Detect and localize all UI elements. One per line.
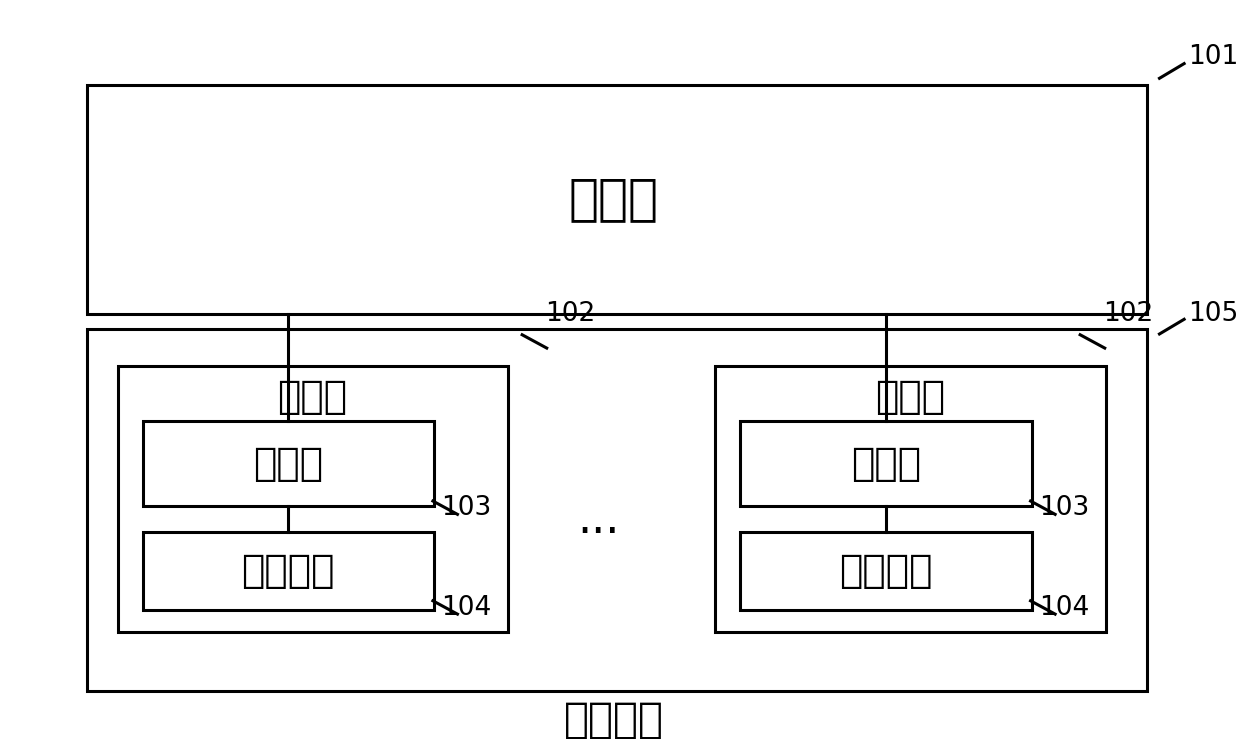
Bar [740,532,1032,610]
Text: ...: ... [578,500,620,542]
Text: 手术灯: 手术灯 [278,378,347,416]
Text: 处理器: 处理器 [569,176,658,223]
Text: 104: 104 [441,595,492,621]
Bar [715,366,1106,632]
Text: 光学器件: 光学器件 [839,552,932,590]
Text: 控制器: 控制器 [851,445,921,483]
Text: 103: 103 [441,495,492,521]
Text: 光学器件: 光学器件 [242,552,335,590]
Bar [118,366,508,632]
Text: 102: 102 [1104,301,1154,327]
Text: 101: 101 [1188,44,1239,70]
Text: 封闭空间: 封闭空间 [564,698,663,739]
Text: 控制器: 控制器 [253,445,324,483]
Bar [143,421,434,506]
Text: 102: 102 [546,301,596,327]
Bar [87,329,1147,691]
Bar [143,532,434,610]
Text: 104: 104 [1039,595,1090,621]
Text: 103: 103 [1039,495,1090,521]
Text: 手术灯: 手术灯 [875,378,945,416]
Text: 105: 105 [1188,301,1239,327]
Bar [740,421,1032,506]
Bar [87,85,1147,314]
